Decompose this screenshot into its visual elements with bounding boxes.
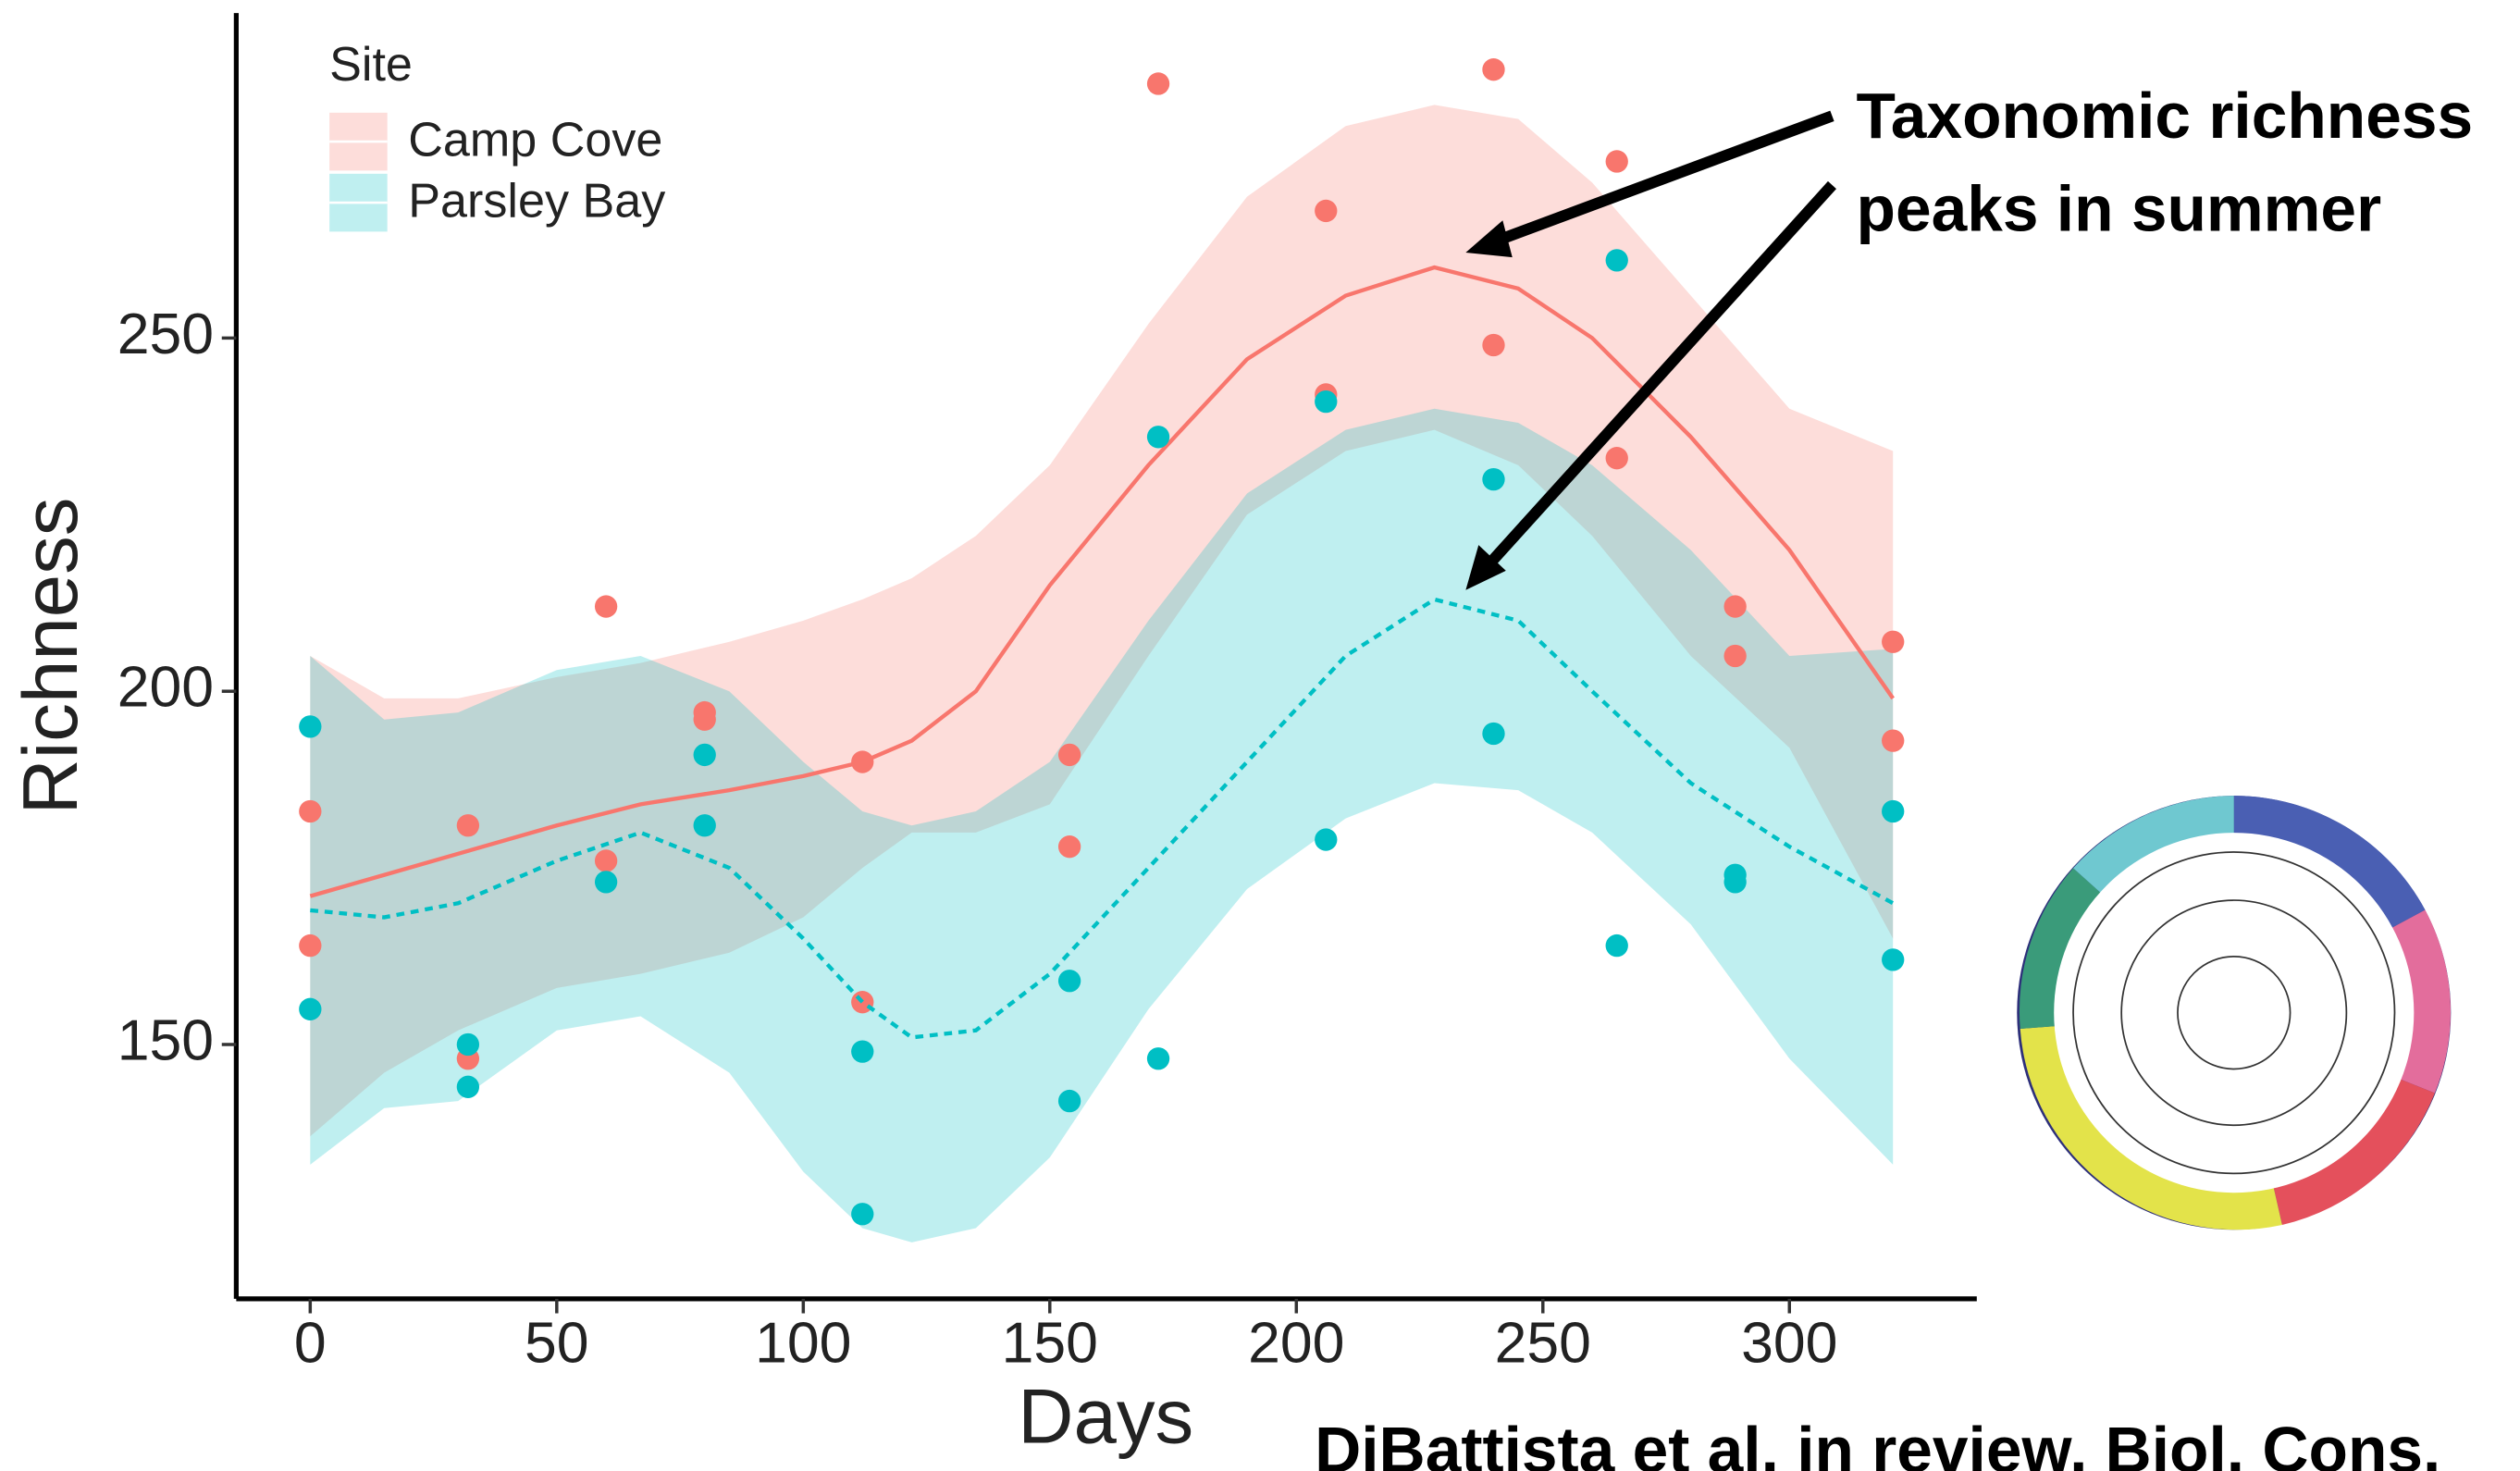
point: [1723, 595, 1746, 617]
legend-title: Site: [329, 38, 413, 92]
point: [595, 849, 617, 871]
point: [1315, 200, 1337, 222]
chart: 150 200 250 0 50 100 150 200 250 300 Camp Cove Pars…: [0, 0, 2520, 1471]
point: [1882, 948, 1904, 970]
point: [1147, 72, 1169, 94]
point: [457, 1076, 479, 1098]
point: [1315, 828, 1337, 850]
legend-label: Camp Cove: [408, 114, 662, 167]
point: [694, 744, 716, 766]
point: [851, 750, 873, 773]
point: [1723, 871, 1746, 893]
point: [1606, 447, 1628, 469]
point: [1058, 744, 1081, 766]
phylogeny-figure: [2017, 796, 2451, 1230]
y-tick-label: 200: [117, 655, 214, 720]
point: [1147, 426, 1169, 448]
point: [1058, 1090, 1081, 1112]
tree-core: [2054, 833, 2414, 1193]
x-tick-label: 250: [1495, 1311, 1591, 1376]
point: [1147, 1047, 1169, 1069]
point: [457, 814, 479, 836]
point: [1882, 800, 1904, 822]
point: [1315, 390, 1337, 413]
point: [1606, 249, 1628, 271]
y-axis-title: Richness: [7, 498, 93, 815]
point: [694, 709, 716, 731]
x-tick-label: 300: [1741, 1311, 1837, 1376]
x-tick-label: 100: [755, 1311, 851, 1376]
point: [299, 998, 321, 1020]
x-tick-label: 200: [1248, 1311, 1344, 1376]
point: [1606, 934, 1628, 957]
point: [851, 1203, 873, 1225]
point: [299, 934, 321, 957]
point: [1482, 58, 1504, 80]
annotation: Taxonomic richness: [1857, 80, 2474, 152]
point: [299, 715, 321, 737]
point: [1058, 835, 1081, 858]
point: [457, 1033, 479, 1056]
x-tick-label: 50: [525, 1311, 589, 1376]
point: [299, 800, 321, 822]
x-tick-label: 150: [1002, 1311, 1098, 1376]
point: [694, 814, 716, 836]
point: [1882, 729, 1904, 751]
y-tick-label: 250: [117, 302, 214, 366]
point: [1058, 970, 1081, 992]
y-tick-label: 150: [117, 1008, 214, 1073]
citation: DiBattista et al. in review, Biol. Cons.: [1315, 1414, 2440, 1471]
annotation: peaks in summer: [1857, 173, 2382, 245]
point: [595, 595, 617, 617]
point: [1606, 150, 1628, 172]
point: [1482, 468, 1504, 490]
point: [1723, 645, 1746, 667]
point: [1482, 723, 1504, 745]
page: 150 200 250 0 50 100 150 200 250 300 Camp Cove Pars…: [0, 0, 2520, 1471]
point: [851, 1040, 873, 1062]
point: [1882, 631, 1904, 653]
legend-label: Parsley Bay: [408, 175, 665, 229]
point: [595, 871, 617, 893]
x-tick-label: 0: [294, 1311, 327, 1376]
x-axis-title: Days: [1018, 1374, 1193, 1460]
point: [1482, 334, 1504, 356]
